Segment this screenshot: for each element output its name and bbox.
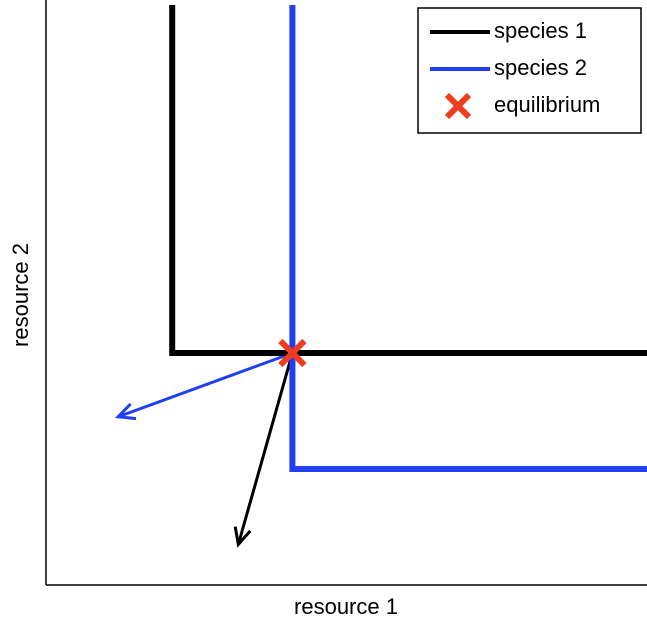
legend-marker — [444, 92, 472, 120]
y-axis-label: resource 2 — [8, 243, 33, 347]
legend-label: equilibrium — [494, 92, 600, 117]
legend-label: species 2 — [494, 55, 587, 80]
series-line — [289, 5, 647, 472]
arrow — [114, 351, 293, 421]
arrow — [233, 352, 294, 548]
legend-label: species 1 — [494, 18, 587, 43]
x-axis-label: resource 1 — [294, 594, 398, 619]
equilibrium-marker — [278, 338, 307, 368]
series-line — [169, 5, 647, 356]
